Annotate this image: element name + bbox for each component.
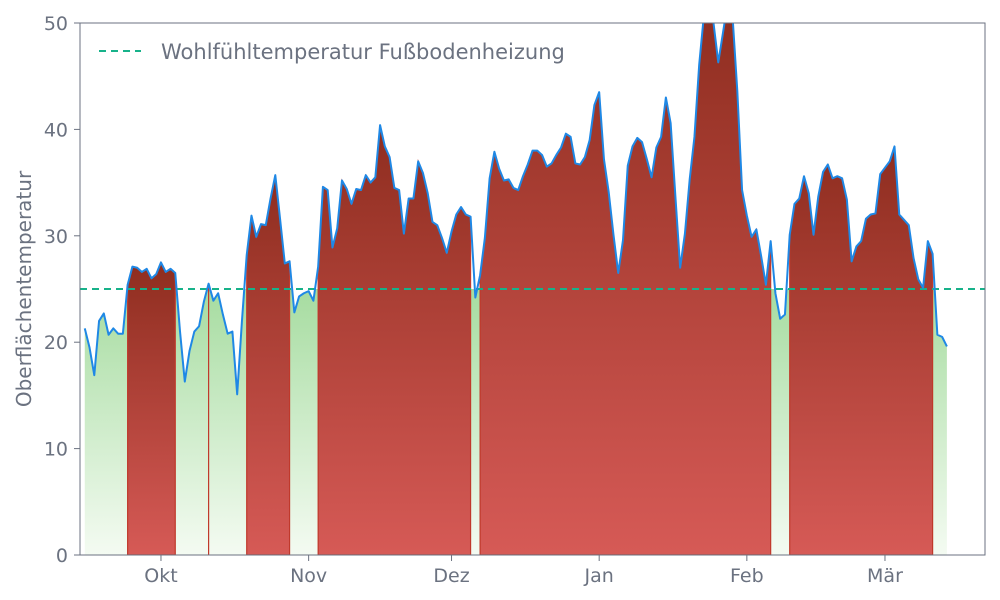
x-tick-label: Dez xyxy=(433,565,469,587)
y-tick-label: 40 xyxy=(44,119,68,141)
x-tick-label: Feb xyxy=(730,565,764,587)
legend: Wohlfühltemperatur Fußbodenheizung xyxy=(99,40,565,64)
y-tick-label: 20 xyxy=(44,332,68,354)
y-tick-label: 0 xyxy=(56,545,68,567)
y-tick-label: 10 xyxy=(44,439,68,461)
above-threshold-region-4 xyxy=(479,23,772,555)
plot-frame xyxy=(79,22,986,556)
x-tick-label: Okt xyxy=(144,565,177,587)
x-axis: Okt Nov Dez Jan Feb Mär xyxy=(144,555,903,587)
x-tick-label: Jan xyxy=(584,565,614,587)
x-tick-label: Mär xyxy=(867,565,903,587)
above-threshold-region-2 xyxy=(246,175,291,555)
y-tick-label: 30 xyxy=(44,226,68,248)
above-threshold-region-0 xyxy=(127,260,176,555)
y-axis: 0 10 20 30 40 50 xyxy=(44,13,80,567)
y-axis-title: Oberflächentemperatur xyxy=(12,170,36,407)
y-tick-label: 50 xyxy=(44,13,68,35)
legend-label-threshold: Wohlfühltemperatur Fußbodenheizung xyxy=(161,40,565,64)
temperature-series-line xyxy=(83,23,948,396)
x-tick-label: Nov xyxy=(290,565,327,587)
